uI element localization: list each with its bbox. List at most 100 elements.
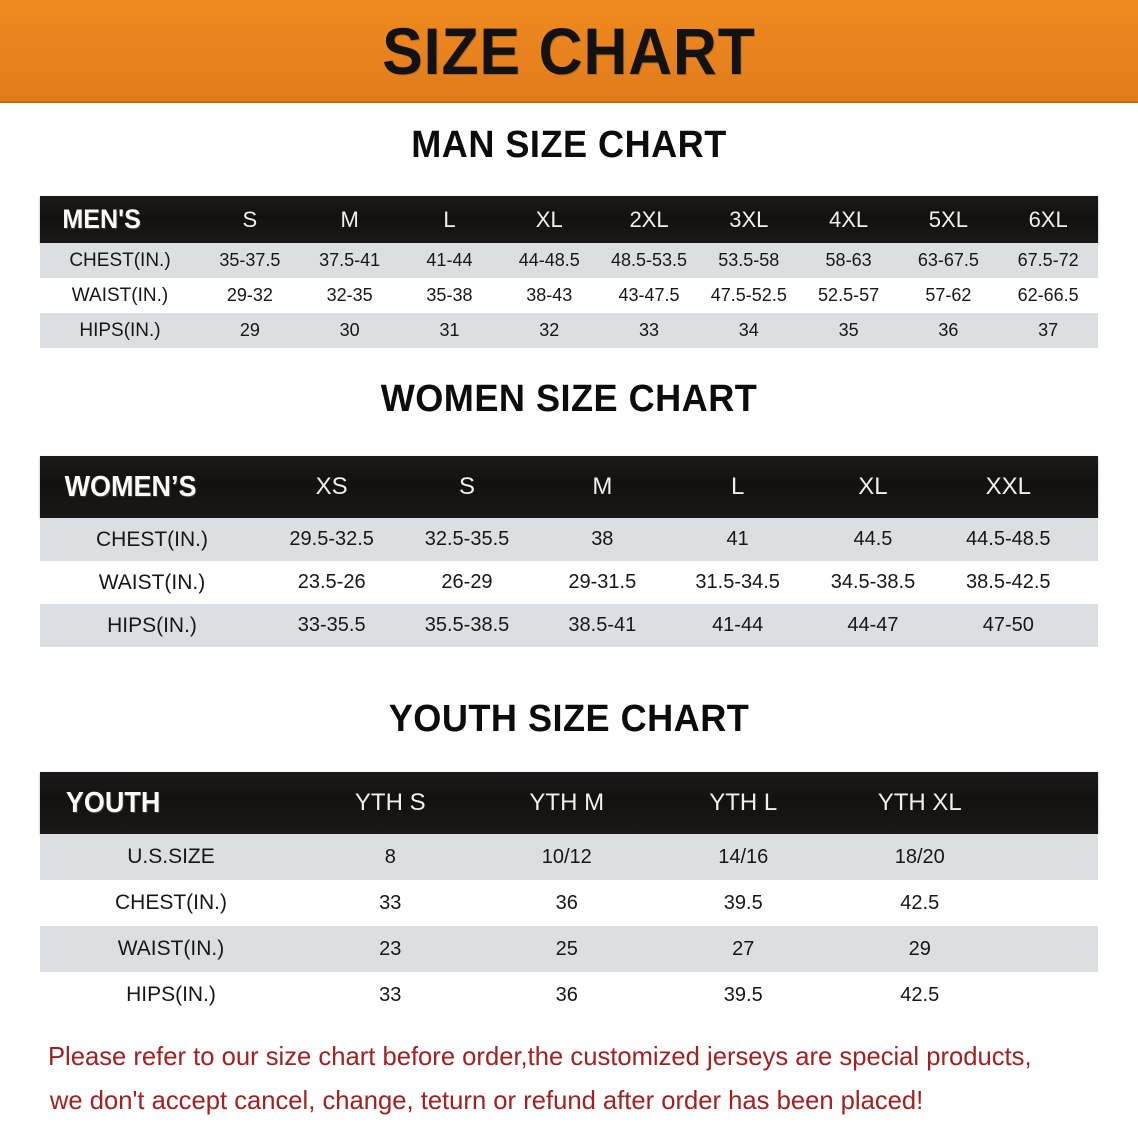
table-cell: 33-35.5 xyxy=(297,614,366,636)
table-cell: 35.5-38.5 xyxy=(424,614,510,636)
table-row: HIPS(IN.) 29 30 31 32 33 34 35 36 37 xyxy=(40,313,1098,348)
row-label: U.S.SIZE xyxy=(127,845,215,868)
table-cell: 29 xyxy=(908,937,931,960)
order-policy-note: Please refer to our size chart before or… xyxy=(48,1034,1092,1122)
women-corner-label: WOMEN’S xyxy=(64,470,197,503)
table-cell: 26-29 xyxy=(441,571,493,593)
table-cell: 44.5 xyxy=(853,528,893,550)
women-size-table: WOMEN’S XS S M L XL XXL CHEST(IN.) 29.5-… xyxy=(40,456,1098,647)
youth-column-header: YTH M xyxy=(529,789,605,816)
man-column-header: 5XL xyxy=(928,206,968,232)
table-row: WAIST(IN.) 29-32 32-35 35-38 38-43 43-47… xyxy=(40,278,1098,313)
table-cell: 57-62 xyxy=(925,285,972,305)
row-label: WAIST(IN.) xyxy=(117,937,225,960)
table-row: CHEST(IN.) 29.5-32.5 32.5-35.5 38 41 44.… xyxy=(40,518,1098,561)
man-header-cells: S M L XL 2XL 3XL 4XL 5XL 6XL xyxy=(200,207,1098,233)
man-column-header: 4XL xyxy=(829,206,869,232)
table-cell: 38 xyxy=(591,528,614,550)
table-cell: 25 xyxy=(555,937,578,960)
youth-table-header-row: YOUTH YTH S YTH M YTH L YTH XL xyxy=(40,772,1098,834)
row-cells: 33 36 39.5 42.5 xyxy=(302,892,1008,915)
row-cells: 23.5-26 26-29 29-31.5 31.5-34.5 34.5-38.… xyxy=(264,571,1076,594)
table-cell: 36 xyxy=(938,320,959,340)
page-banner: SIZE CHART xyxy=(0,0,1138,103)
table-cell: 41-44 xyxy=(712,614,764,636)
table-cell: 48.5-53.5 xyxy=(610,250,688,270)
banner-title: SIZE CHART xyxy=(382,13,756,88)
table-cell: 35-37.5 xyxy=(219,250,281,270)
row-cells: 33 36 39.5 42.5 xyxy=(302,984,1008,1007)
row-label: HIPS(IN.) xyxy=(126,983,216,1006)
women-column-header: XXL xyxy=(985,473,1031,500)
women-column-header: S xyxy=(458,473,475,500)
table-cell: 42.5 xyxy=(900,983,940,1006)
row-cells: 23 25 27 29 xyxy=(302,938,1008,961)
row-cells: 29-32 32-35 35-38 38-43 43-47.5 47.5-52.… xyxy=(200,285,1098,306)
table-cell: 67.5-72 xyxy=(1017,250,1079,270)
table-cell: 39.5 xyxy=(723,891,763,914)
man-column-header: 6XL xyxy=(1028,206,1068,232)
table-cell: 38-43 xyxy=(526,285,573,305)
order-policy-note-line-1: Please refer to our size chart before or… xyxy=(47,1041,1032,1071)
table-cell: 33 xyxy=(379,891,402,914)
table-cell: 27 xyxy=(732,937,755,960)
row-label: HIPS(IN.) xyxy=(107,613,197,637)
youth-column-header: YTH S xyxy=(354,789,426,816)
women-column-header: XL xyxy=(858,473,888,500)
table-cell: 29.5-32.5 xyxy=(289,528,374,550)
table-cell: 32.5-35.5 xyxy=(424,528,510,550)
youth-column-header: YTH L xyxy=(709,789,778,816)
row-label: WAIST(IN.) xyxy=(71,284,169,306)
order-policy-note-line-2: we don't accept cancel, change, teturn o… xyxy=(49,1085,924,1115)
row-cells: 29 30 31 32 33 34 35 36 37 xyxy=(200,320,1098,341)
table-cell: 44-48.5 xyxy=(518,250,580,270)
table-cell: 37.5-41 xyxy=(319,250,381,270)
row-cells: 29.5-32.5 32.5-35.5 38 41 44.5 44.5-48.5 xyxy=(264,528,1076,551)
table-cell: 35-38 xyxy=(426,285,473,305)
table-cell: 32-35 xyxy=(326,285,373,305)
table-cell: 47.5-52.5 xyxy=(710,285,787,305)
table-cell: 34.5-38.5 xyxy=(830,571,916,593)
table-cell: 37 xyxy=(1038,320,1059,340)
women-column-header: L xyxy=(730,473,745,500)
row-label: CHEST(IN.) xyxy=(96,527,208,551)
man-size-table: MEN'S S M L XL 2XL 3XL 4XL 5XL 6XL CHEST… xyxy=(40,196,1098,348)
table-cell: 33 xyxy=(639,320,660,340)
table-cell: 38.5-42.5 xyxy=(966,571,1051,593)
man-column-header: L xyxy=(443,206,456,232)
table-row: HIPS(IN.) 33 36 39.5 42.5 xyxy=(40,972,1098,1018)
table-row: WAIST(IN.) 23 25 27 29 xyxy=(40,926,1098,973)
table-cell: 29-31.5 xyxy=(568,571,637,593)
table-row: U.S.SIZE 8 10/12 14/16 18/20 xyxy=(40,834,1098,881)
row-label: CHEST(IN.) xyxy=(115,891,227,914)
table-row: HIPS(IN.) 33-35.5 35.5-38.5 38.5-41 41-4… xyxy=(40,604,1098,647)
man-column-header: 2XL xyxy=(629,206,669,232)
table-cell: 8 xyxy=(384,845,396,868)
women-column-header: XS xyxy=(315,473,348,500)
row-cells: 35-37.5 37.5-41 41-44 44-48.5 48.5-53.5 … xyxy=(200,250,1098,271)
row-cells: 8 10/12 14/16 18/20 xyxy=(302,846,1008,869)
table-cell: 38.5-41 xyxy=(568,614,637,636)
table-cell: 62-66.5 xyxy=(1017,285,1079,305)
table-cell: 29-32 xyxy=(226,285,273,305)
table-cell: 63-67.5 xyxy=(917,250,979,270)
table-cell: 36 xyxy=(555,891,578,914)
youth-size-table: YOUTH YTH S YTH M YTH L YTH XL U.S.SIZE … xyxy=(40,772,1098,1018)
table-cell: 42.5 xyxy=(900,891,940,914)
table-cell: 23 xyxy=(379,937,402,960)
table-cell: 58-63 xyxy=(825,250,872,270)
table-cell: 23.5-26 xyxy=(297,571,366,593)
table-row: CHEST(IN.) 33 36 39.5 42.5 xyxy=(40,880,1098,926)
row-label: HIPS(IN.) xyxy=(79,319,161,341)
table-cell: 31.5-34.5 xyxy=(695,571,780,593)
row-label: CHEST(IN.) xyxy=(69,249,171,271)
women-table-header-row: WOMEN’S XS S M L XL XXL xyxy=(40,456,1098,518)
row-cells: 33-35.5 35.5-38.5 38.5-41 41-44 44-47 47… xyxy=(264,614,1076,637)
women-header-cells: XS S M L XL XXL xyxy=(264,473,1076,501)
man-column-header: M xyxy=(340,206,359,232)
table-cell: 53.5-58 xyxy=(718,250,780,270)
table-cell: 41-44 xyxy=(426,250,473,270)
table-cell: 10/12 xyxy=(541,845,592,868)
youth-corner-label: YOUTH xyxy=(65,786,161,819)
man-column-header: 3XL xyxy=(729,206,769,232)
